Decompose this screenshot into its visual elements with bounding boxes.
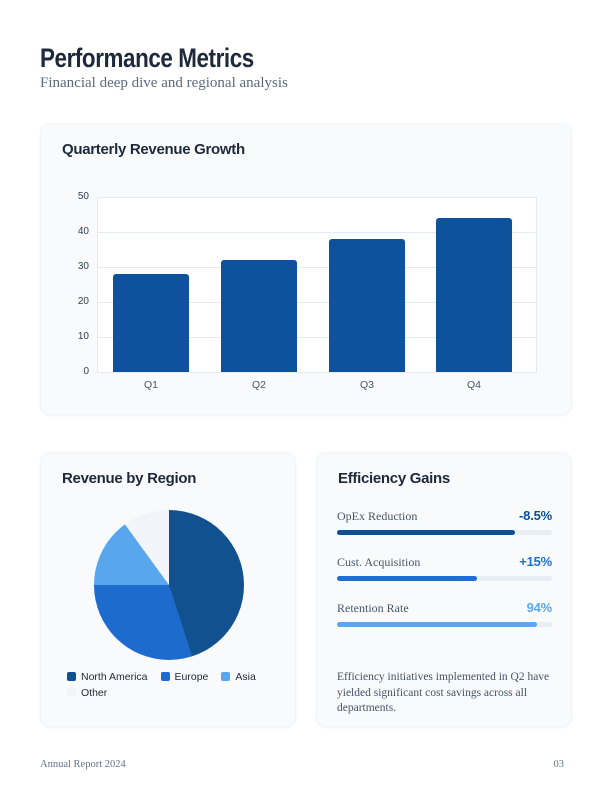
legend-swatch-icon — [67, 688, 76, 697]
bar-q1 — [113, 274, 189, 372]
progress-fill — [337, 622, 537, 627]
gridline — [97, 302, 537, 303]
progress-fill — [337, 576, 477, 581]
bar-q4 — [436, 218, 512, 372]
efficiency-gains-card: Efficiency Gains OpEx Reduction -8.5% Cust… — [316, 452, 572, 727]
progress-track — [337, 622, 552, 627]
metric-label: Retention Rate — [337, 601, 409, 615]
footer-page-number: 03 — [553, 759, 565, 770]
progress-track — [337, 530, 552, 535]
bar-chart-x-axis: Q1 Q2 Q3 Q4 — [97, 379, 537, 393]
y-tick-label: 0 — [83, 366, 89, 377]
legend-label: Other — [81, 686, 108, 699]
x-tick-label: Q4 — [466, 379, 481, 391]
x-tick-label: Q2 — [251, 379, 266, 391]
y-tick-label: 50 — [77, 191, 89, 202]
y-tick-label: 40 — [77, 226, 89, 237]
bar-q3 — [329, 239, 405, 372]
bar-plot-area — [97, 197, 537, 373]
revenue-by-region-card: Revenue by Region North America Europe Asi… — [40, 452, 296, 727]
metric-label: Cust. Acquisition — [337, 555, 421, 569]
metric-row: Cust. Acquisition +15% — [337, 554, 552, 581]
metric-row: Retention Rate 94% — [337, 600, 552, 627]
gridline — [97, 372, 537, 373]
metric-value: 94% — [526, 600, 553, 615]
legend-item: North America — [67, 669, 148, 684]
footer-report-label: Annual Report 2024 — [40, 759, 126, 770]
gridline — [97, 197, 537, 198]
metric-label: OpEx Reduction — [337, 509, 418, 523]
legend-label: Europe — [174, 670, 209, 683]
metric-value: -8.5% — [519, 508, 552, 523]
progress-fill — [337, 530, 516, 535]
pie-legend: North America Europe Asia Other — [67, 669, 281, 700]
legend-item: Europe — [160, 669, 209, 684]
axis-line — [97, 197, 98, 373]
gridline — [97, 267, 537, 268]
legend-item: Asia — [221, 669, 256, 684]
axis-line — [536, 197, 537, 373]
gridline — [97, 232, 537, 233]
y-tick-label: 30 — [77, 261, 89, 272]
pie-chart-title: Revenue by Region — [62, 470, 197, 487]
progress-track — [337, 576, 552, 581]
metric-row: OpEx Reduction -8.5% — [337, 508, 552, 535]
legend-label: Asia — [235, 670, 256, 683]
quarterly-revenue-card: Quarterly Revenue Growth 0 10 20 30 40 50 Q1 Q… — [40, 123, 572, 415]
pie-chart — [94, 510, 244, 660]
efficiency-note: Efficiency initiatives implemented in Q2… — [337, 671, 550, 714]
y-tick-label: 20 — [77, 296, 89, 307]
x-tick-label: Q1 — [143, 379, 158, 391]
metric-value: +15% — [519, 554, 552, 569]
y-tick-label: 10 — [77, 331, 89, 342]
legend-item: Other — [67, 685, 107, 700]
legend-swatch-icon — [67, 672, 76, 681]
legend-swatch-icon — [160, 672, 170, 681]
bar-q2 — [221, 260, 297, 372]
page-subtitle: Financial deep dive and regional analysi… — [40, 75, 288, 91]
page-title: Performance Metrics — [40, 43, 254, 73]
gridline — [97, 337, 537, 338]
legend-swatch-icon — [221, 672, 231, 681]
bar-chart-y-axis: 0 10 20 30 40 50 — [41, 191, 89, 377]
legend-label: North America — [81, 670, 148, 683]
efficiency-title: Efficiency Gains — [338, 470, 450, 487]
bar-chart-title: Quarterly Revenue Growth — [62, 141, 245, 158]
x-tick-label: Q3 — [359, 379, 374, 391]
